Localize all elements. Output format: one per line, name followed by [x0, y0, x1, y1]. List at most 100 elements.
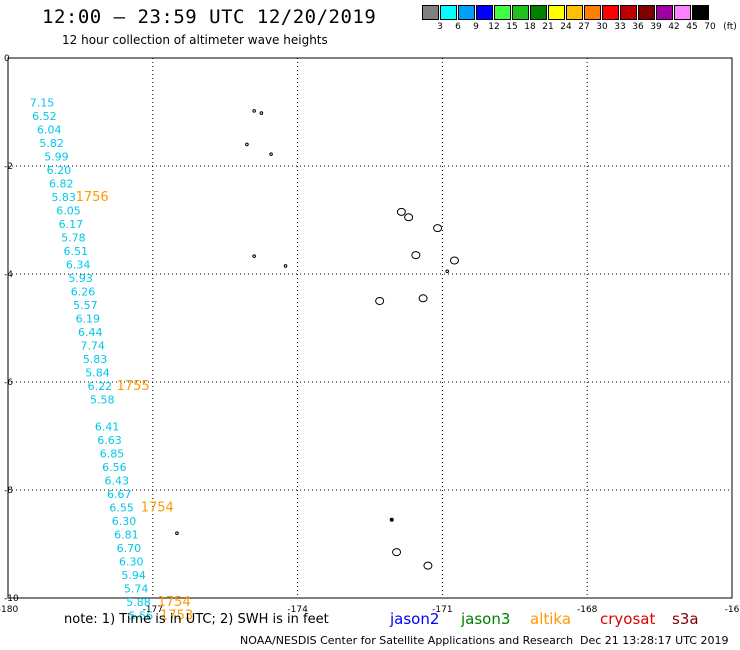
legend-swatch [584, 5, 601, 20]
wave-height-label: 6.56 [102, 461, 127, 474]
legend-label: 30 [596, 22, 608, 32]
wave-height-label: 5.88 [126, 596, 150, 609]
wave-height-label: 6.34 [66, 259, 91, 272]
legend-label: 24 [560, 22, 572, 32]
island-marker [245, 142, 249, 147]
lon-tick-label: -168 [577, 605, 598, 615]
wave-height-label: 5.94 [121, 569, 146, 582]
island-marker [269, 152, 273, 156]
wave-height-label: 6.81 [114, 529, 139, 542]
legend-swatch [476, 5, 493, 20]
legend-swatch [602, 5, 619, 20]
wave-height-label: 6.51 [64, 245, 89, 258]
lat-tick-label: -2 [4, 162, 13, 172]
wave-height-label: 6.22 [88, 380, 113, 393]
legend-swatch [422, 5, 439, 20]
lat-tick-label: 0 [4, 54, 10, 64]
legend-label: 39 [650, 22, 662, 32]
map-frame [7, 57, 733, 599]
wave-height-label: 6.82 [49, 178, 74, 191]
wave-height-label: 5.83 [51, 191, 76, 204]
wave-height-label: 5.84 [85, 367, 110, 380]
atoll-marker [411, 251, 421, 260]
legend-swatch [440, 5, 457, 20]
wave-height-label: 7.15 [30, 97, 55, 110]
legend-label: 3 [437, 22, 443, 32]
lat-tick-label: -10 [4, 594, 19, 604]
legend-label: 27 [578, 22, 590, 32]
island-marker [252, 254, 256, 258]
wave-height-label: 6.70 [117, 542, 142, 555]
time-label: 1756 [76, 190, 109, 205]
legend-swatch [458, 5, 475, 20]
legend-swatch [512, 5, 529, 20]
wave-height-label: 6.85 [100, 448, 125, 461]
island-marker [389, 517, 394, 522]
legend-label: 33 [614, 22, 626, 32]
legend-swatch [692, 5, 709, 20]
wave-height-label: 6.55 [109, 502, 134, 515]
satellite-label: jason2 [390, 610, 440, 628]
legend-label: 70 [704, 22, 716, 32]
satellite-label: cryosat [600, 610, 656, 628]
wave-height-label: 5.93 [68, 272, 93, 285]
legend-swatch [638, 5, 655, 20]
wave-height-label: 5.99 [44, 151, 68, 164]
lat-tick-label: -6 [4, 378, 13, 388]
atoll-marker [449, 256, 459, 265]
wave-height-label: 5.56 [129, 610, 154, 623]
legend-label: 36 [632, 22, 644, 32]
legend-swatch [548, 5, 565, 20]
legend-label: 15 [506, 22, 518, 32]
wave-height-label: 6.43 [105, 475, 129, 488]
wave-height-label: 7.74 [80, 340, 105, 353]
wave-height-label: 6.41 [95, 421, 120, 434]
wave-height-label: 6.17 [59, 218, 84, 231]
legend-swatch [656, 5, 673, 20]
wave-height-label: 6.67 [107, 488, 131, 501]
legend-swatch [566, 5, 583, 20]
wave-height-label: 5.58 [90, 394, 115, 407]
wave-height-label: 6.04 [37, 124, 62, 137]
color-legend-labels: 3 6 9 12 15 18 21 24 27 30 33 36 39 42 45 70 (ft) [422, 22, 740, 34]
footer-note: note: 1) Time is in UTC; 2) SWH is in fe… [64, 612, 329, 627]
legend-swatch [674, 5, 691, 20]
island-marker [445, 269, 450, 274]
legend-unit: (ft) [723, 22, 737, 32]
lon-tick-label: -16 [725, 605, 740, 615]
lat-tick-label: -8 [4, 486, 13, 496]
wave-height-label: 6.05 [56, 205, 80, 218]
wave-height-label: 6.30 [119, 556, 144, 569]
time-label: 1754 [158, 595, 191, 610]
wave-height-label: 6.19 [76, 313, 101, 326]
wave-height-label: 5.57 [73, 299, 98, 312]
time-label: 1755 [117, 379, 150, 394]
wave-height-label: 6.26 [71, 286, 96, 299]
wave-height-label: 6.52 [32, 110, 57, 123]
atoll-marker [396, 207, 406, 216]
island-marker [175, 531, 179, 536]
island-marker [283, 264, 288, 268]
footer-credit: NOAA/NESDIS Center for Satellite Applica… [240, 634, 574, 647]
atoll-marker [404, 213, 414, 222]
legend-swatch [620, 5, 637, 20]
legend-label: 6 [455, 22, 461, 32]
legend-label: 12 [488, 22, 500, 32]
atoll-marker [423, 561, 433, 570]
lon-tick-label: -171 [432, 605, 452, 615]
island-marker [252, 109, 256, 113]
wave-height-label: 6.30 [112, 515, 137, 528]
atoll-marker [433, 224, 443, 233]
atoll-marker [392, 548, 402, 557]
lon-tick-label: -177 [143, 605, 163, 615]
page-subtitle: 12 hour collection of altimeter wave hei… [62, 33, 328, 47]
wave-height-label: 5.83 [83, 353, 108, 366]
wave-height-label: 5.74 [124, 583, 149, 596]
lon-tick-label: -180 [0, 605, 18, 615]
legend-label: 9 [473, 22, 479, 32]
legend-label: 42 [668, 22, 680, 32]
time-label: 1754 [141, 501, 174, 516]
satellite-label: jason3 [461, 610, 511, 628]
legend-label: 21 [542, 22, 554, 32]
